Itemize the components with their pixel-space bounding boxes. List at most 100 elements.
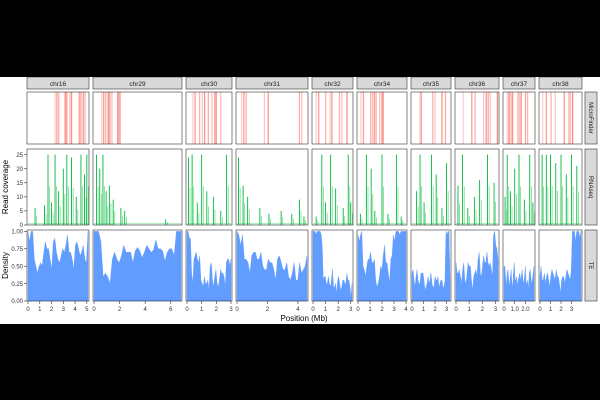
y-tick-label: 5 [20,209,24,215]
facet-strip-chr16 [26,76,90,90]
microfinder-hit [57,92,60,144]
facet-panel-border [538,229,583,302]
x-tick-label: 1 [324,307,328,313]
te-density-area [93,231,182,302]
microfinder-hit [382,92,384,144]
x-tick-label: 3 [570,307,574,313]
microfinder-hit [56,92,58,144]
x-tick-label: 2 [336,307,340,313]
facet-panel-border [454,91,500,145]
microfinder-hit [441,92,443,144]
facet-panel-border [185,148,233,226]
x-tick-label: 3 [229,307,233,313]
microfinder-hit [375,92,377,144]
te-density-area [186,231,232,302]
x-tick-label: 2.0 [521,307,530,313]
x-tick-label: 2 [433,307,437,313]
microfinder-hit [571,92,574,144]
facet-panel-border [26,91,90,145]
microfinder-hit [198,92,201,144]
microfinder-hit [506,92,508,144]
facet-panel-border [410,229,452,302]
x-tick-label: 1 [467,307,471,313]
facet-strip-label: chr35 [423,81,440,88]
microfinder-hit [69,92,71,144]
microfinder-hit [474,92,476,144]
microfinder-hit [485,92,487,144]
y-tick-label: 15 [16,181,23,187]
microfinder-hit [379,92,381,144]
te-density-area [411,231,451,302]
row-strip-label: RNAseq [587,176,593,198]
x-tick-label: 0 [502,307,506,313]
te-density-area [455,231,499,302]
microfinder-hit [329,92,331,144]
microfinder-hit [102,92,105,144]
facet-panel-border [454,229,500,302]
te-density-area [539,231,582,302]
facet-strip-chr38 [538,76,583,90]
microfinder-hit [444,92,447,144]
microfinder-hit [324,92,327,144]
te-density-area [312,231,353,302]
te-density-area [27,231,89,302]
facet-strip-chr29 [92,76,183,90]
y-tick-label: 0 [20,223,24,229]
x-tick-label: 2 [118,307,122,313]
microfinder-hit [563,92,565,144]
microfinder-hit [360,92,362,144]
microfinder-hit [211,92,213,144]
microfinder-hit [419,92,421,144]
microfinder-hit [82,92,84,144]
facet-strip-label: chr38 [552,81,569,88]
facet-panel-border [311,148,354,226]
x-tick-label: 0 [454,307,458,313]
x-tick-label: 4 [404,307,408,313]
microfinder-hit [119,92,121,144]
microfinder-hit [54,92,56,144]
rnaseq-y-axis-label: Read coverage [1,159,10,214]
microfinder-hit [496,92,499,144]
facet-strip-chr36 [454,76,500,90]
microfinder-hit [370,92,372,144]
x-tick-label: 1 [549,307,553,313]
facet-strip-chr32 [311,76,354,90]
facet-panel-border [502,91,536,145]
microfinder-hit [318,92,320,144]
y-tick-label: 0.25 [11,282,23,288]
microfinder-hit [301,92,303,144]
microfinder-hit [63,92,66,144]
microfinder-hit [240,92,243,144]
faceted-chart: Read coverageDensity05101520250.000.250.… [1,76,598,323]
facet-panel-border [92,91,183,145]
microfinder-hit [101,92,103,144]
facet-strip-label: chr29 [129,81,146,88]
x-tick-label: 4 [73,307,77,313]
y-tick-label: 20 [16,167,23,173]
y-tick-label: 0.00 [11,299,23,305]
microfinder-hit [298,92,301,144]
x-tick-label: 6 [169,307,173,313]
microfinder-hit [471,92,473,144]
facet-strip-label: chr30 [201,81,218,88]
microfinder-hit [331,92,333,144]
x-tick-label: 2 [50,307,54,313]
microfinder-hit [518,92,521,144]
microfinder-hit [487,92,489,144]
facet-panel-border [311,229,354,302]
microfinder-hit [550,92,552,144]
x-tick-label: 2 [266,307,270,313]
microfinder-hit [109,92,111,144]
x-tick-label: 1.0 [511,307,520,313]
microfinder-hit [108,92,110,144]
facet-panel-border [502,148,536,226]
row-strip-microfinder [584,91,598,145]
microfinder-hit [215,92,218,144]
microfinder-hit [524,92,527,144]
microfinder-hit [569,92,572,144]
microfinder-hit [482,92,485,144]
facet-panel-border [235,229,309,302]
microfinder-hit [341,92,343,144]
microfinder-hit [106,92,109,144]
